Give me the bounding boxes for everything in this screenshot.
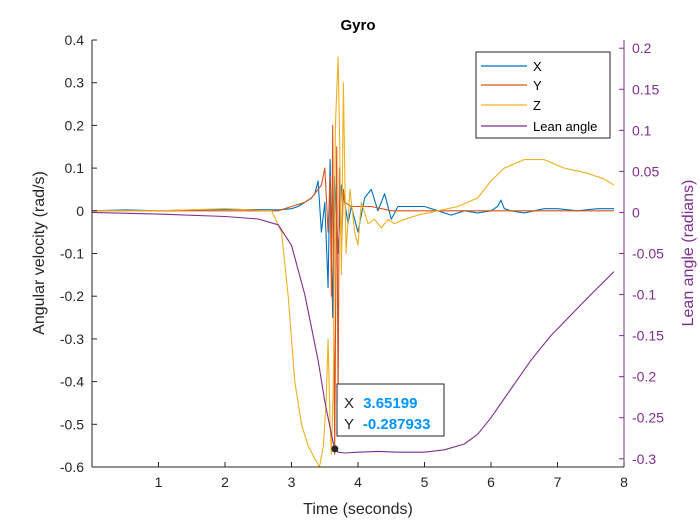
y-tick-label: -0.3 [60, 331, 84, 347]
x-tick-label: 5 [421, 474, 429, 490]
datatip-y-row: Y -0.287933 [344, 416, 430, 433]
legend-label-y: Y [533, 78, 542, 93]
legend-item-lean-angle[interactable]: Lean angle [481, 119, 597, 134]
y-tick-label: 0.2 [65, 117, 85, 133]
y-tick-label: -0.4 [60, 374, 84, 390]
y2-tick-label: -0.1 [632, 287, 656, 303]
series-line-lean-angle [91, 211, 615, 454]
datatip-y-value: -0.287933 [363, 416, 431, 433]
series-line-x [91, 159, 614, 319]
x-tick-label: 2 [221, 474, 229, 490]
y2-tick-label: -0.05 [632, 246, 664, 262]
y2-tick-label: -0.3 [632, 451, 656, 467]
y2-tick-label: 0.05 [632, 163, 659, 179]
y-tick-label: 0.1 [65, 160, 85, 176]
y2-tick-label: 0.1 [632, 122, 652, 138]
legend[interactable]: X Y Z Lean angle [475, 51, 611, 139]
y-tick-label: -0.6 [60, 459, 84, 475]
x-tick-label: 3 [288, 474, 296, 490]
x-tick-label: 7 [554, 474, 562, 490]
y-tick-label: 0 [76, 203, 84, 219]
datatip-box [336, 383, 445, 437]
tick-layer: 1 2 3 4 5 6 7 8 0.4 0.3 0.2 0.1 0 -0.1 -0.2 -0.3 -0.4 -0.… [60, 32, 664, 490]
series-line-z [92, 56, 615, 468]
datatip-y-label: Y [344, 416, 354, 433]
datatip-x-row: X 3.65199 [344, 395, 417, 412]
x-tick-label: 4 [354, 474, 362, 490]
y2-axis-label: Lean angle (radians) [680, 180, 697, 327]
datatip[interactable]: X 3.65199 Y -0.287933 [331, 383, 445, 453]
x-tick-label: 8 [620, 474, 628, 490]
y-tick-label: -0.1 [60, 246, 84, 262]
y-tick-label: -0.2 [60, 288, 84, 304]
y2-tick-label: 0.2 [632, 40, 652, 56]
x-axis-label: Time (seconds) [303, 501, 413, 518]
x-tick-label: 1 [155, 474, 163, 490]
y2-tick-label: -0.25 [632, 410, 664, 426]
datatip-x-value: 3.65199 [363, 395, 417, 412]
y-tick-label: -0.5 [60, 416, 84, 432]
legend-label-lean-angle: Lean angle [533, 119, 597, 134]
legend-label-z: Z [533, 98, 541, 113]
y-tick-label: 0.4 [65, 32, 85, 48]
y-axis-label: Angular velocity (rad/s) [31, 171, 48, 335]
legend-item-y[interactable]: Y [481, 78, 542, 93]
y-tick-label: 0.3 [65, 75, 85, 91]
y2-tick-label: 0 [632, 204, 640, 220]
legend-item-x[interactable]: X [481, 59, 542, 74]
y2-tick-label: -0.2 [632, 369, 656, 385]
y2-tick-label: 0.15 [632, 81, 659, 97]
y2-tick-label: -0.15 [632, 328, 664, 344]
series-layer [91, 56, 615, 468]
chart-title: Gyro [340, 17, 375, 34]
legend-label-x: X [533, 59, 542, 74]
legend-item-z[interactable]: Z [481, 98, 541, 113]
datatip-marker[interactable] [331, 445, 339, 453]
x-tick-label: 6 [487, 474, 495, 490]
datatip-x-label: X [344, 395, 354, 412]
